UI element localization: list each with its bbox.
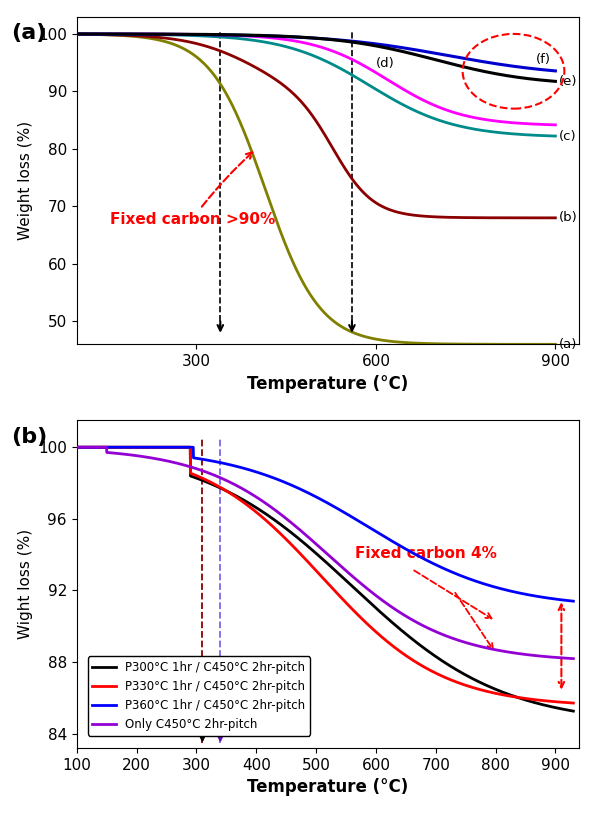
Text: (b): (b) [11, 427, 48, 447]
Text: (e): (e) [558, 75, 577, 88]
Y-axis label: Wight loss (%): Wight loss (%) [17, 529, 33, 639]
Y-axis label: Weight loss (%): Weight loss (%) [17, 121, 33, 240]
Text: Fixed carbon 4%: Fixed carbon 4% [355, 546, 497, 561]
Text: (f): (f) [536, 53, 551, 66]
Text: Fixed carbon >90%: Fixed carbon >90% [110, 152, 275, 227]
X-axis label: Temperature (°C): Temperature (°C) [247, 375, 409, 393]
X-axis label: Temperature (°C): Temperature (°C) [247, 778, 409, 796]
Legend: P300°C 1hr / C450°C 2hr-pitch, P330°C 1hr / C450°C 2hr-pitch, P360°C 1hr / C450°: P300°C 1hr / C450°C 2hr-pitch, P330°C 1h… [88, 656, 311, 736]
Text: (d): (d) [376, 57, 395, 70]
Text: (a): (a) [11, 24, 46, 43]
Text: (c): (c) [558, 129, 576, 142]
Text: (a): (a) [558, 338, 577, 351]
Text: (b): (b) [558, 211, 577, 224]
